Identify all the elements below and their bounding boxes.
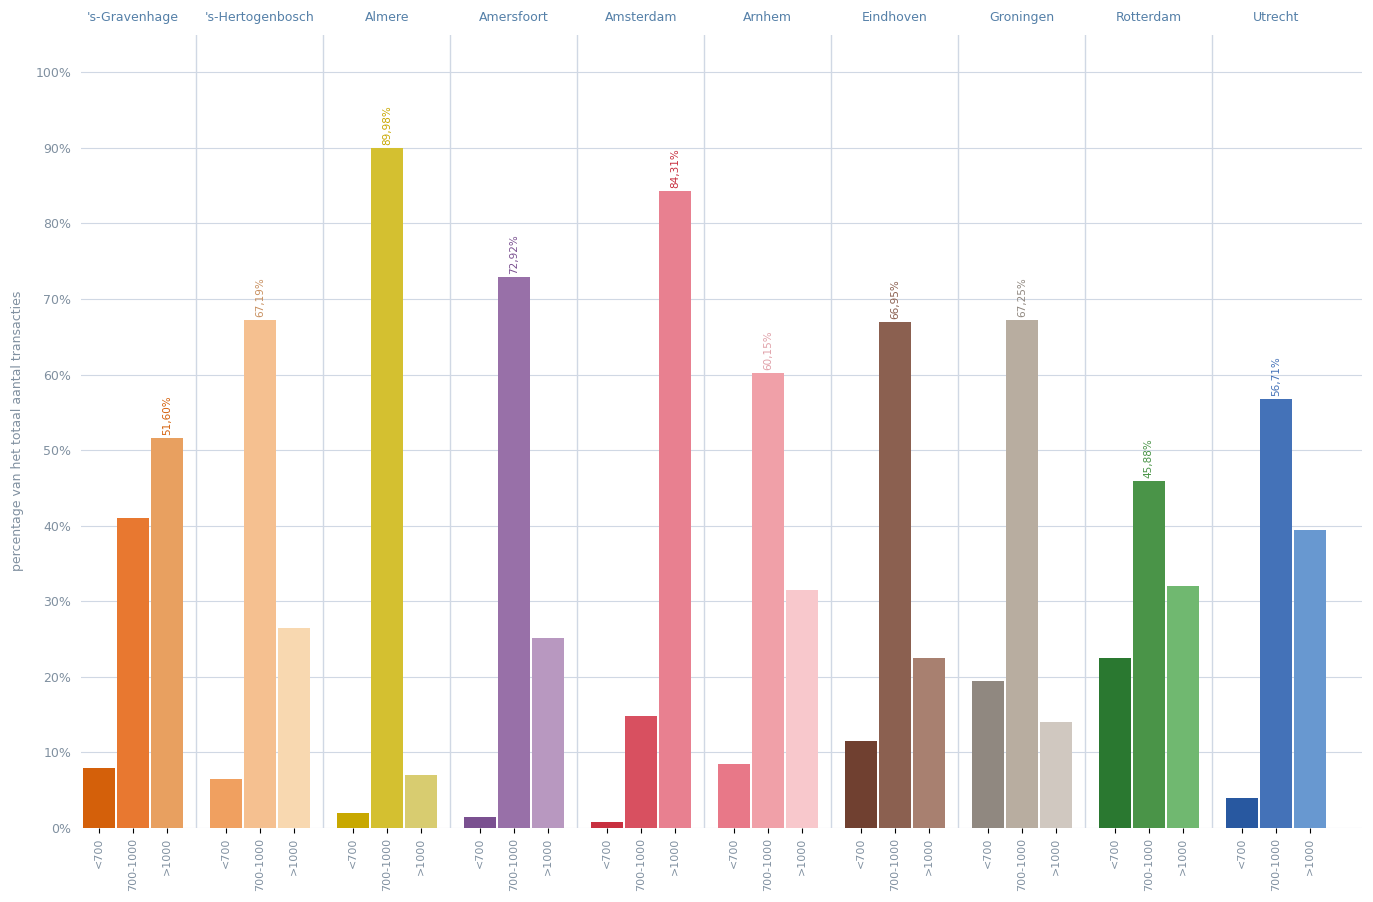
Bar [1226,797,1258,828]
Bar [1005,320,1038,828]
Bar [659,191,691,828]
Bar [1039,723,1072,828]
Bar [371,148,404,828]
Bar [336,813,369,828]
Bar [498,277,530,828]
Text: 67,19%: 67,19% [255,278,265,318]
Bar [879,322,910,828]
Bar [625,715,658,828]
Bar [151,438,183,828]
Bar [82,768,115,828]
Bar [844,741,877,828]
Bar [913,658,945,828]
Bar [590,822,623,828]
Bar [1259,400,1292,828]
Bar [785,590,818,828]
Text: 89,98%: 89,98% [382,106,391,145]
Bar [244,320,276,828]
Bar [1293,529,1326,828]
Text: 45,88%: 45,88% [1144,438,1153,478]
Bar [972,681,1004,828]
Bar [1167,586,1199,828]
Bar [405,775,437,828]
Bar [1133,482,1164,828]
Text: 60,15%: 60,15% [763,331,773,371]
Text: 72,92%: 72,92% [509,235,519,274]
Bar [718,764,750,828]
Bar [117,518,150,828]
Text: 66,95%: 66,95% [890,280,899,319]
Text: 56,71%: 56,71% [1271,356,1281,397]
Bar [464,816,496,828]
Bar [531,639,564,828]
Text: 67,25%: 67,25% [1017,277,1027,317]
Bar [277,628,310,828]
Bar [751,373,784,828]
Text: 84,31%: 84,31% [670,148,680,188]
Text: 51,60%: 51,60% [162,395,172,435]
Bar [210,779,242,828]
Bar [1098,658,1131,828]
Y-axis label: percentage van het totaal aantal transacties: percentage van het totaal aantal transac… [11,291,25,572]
